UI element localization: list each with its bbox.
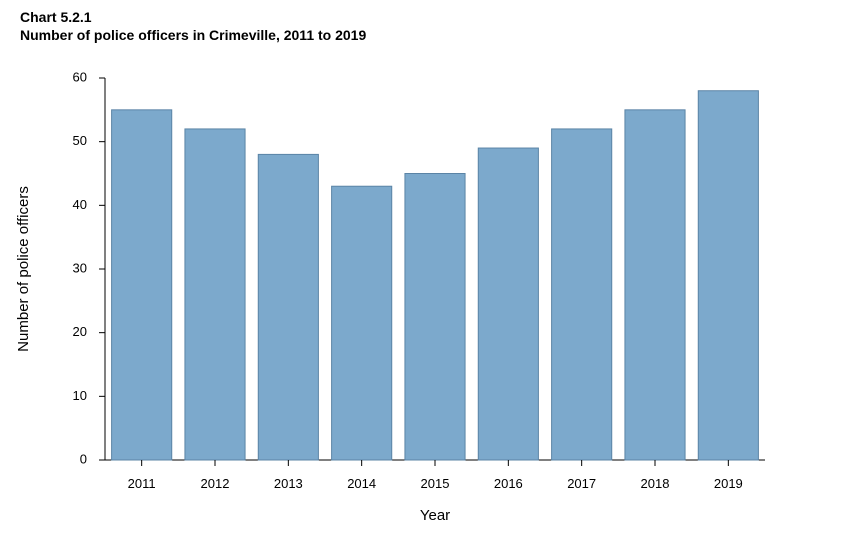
x-tick-label: 2013 (274, 476, 303, 491)
chart-title-line2: Number of police officers in Crimeville,… (20, 26, 366, 44)
y-tick-label: 0 (80, 451, 87, 466)
bar (258, 154, 318, 460)
y-tick-label: 30 (73, 260, 87, 275)
x-tick-label: 2011 (128, 476, 156, 491)
bar (112, 110, 172, 460)
x-tick-label: 2019 (714, 476, 743, 491)
bar (552, 129, 612, 460)
bar (478, 148, 538, 460)
x-tick-label: 2014 (347, 476, 376, 491)
y-tick-label: 20 (73, 324, 87, 339)
chart-area: 0 10 20 30 40 50 60 2011 2012 2013 2014 2015 2016 201… (0, 50, 780, 530)
y-tick-label: 10 (73, 388, 87, 403)
x-tick-label: 2015 (421, 476, 450, 491)
bar-chart-svg: 0 10 20 30 40 50 60 2011 2012 2013 2014 2015 2016 201… (0, 50, 780, 530)
y-tick-label: 60 (73, 69, 87, 84)
bar (332, 186, 392, 460)
chart-title-block: Chart 5.2.1 Number of police officers in… (20, 8, 366, 44)
bar (698, 91, 758, 460)
bar (625, 110, 685, 460)
x-tick-label: 2016 (494, 476, 523, 491)
page-root: Chart 5.2.1 Number of police officers in… (0, 0, 855, 535)
bar (185, 129, 245, 460)
chart-title-line1: Chart 5.2.1 (20, 8, 366, 26)
x-tick-label: 2017 (567, 476, 596, 491)
y-axis-title: Number of police officers (15, 186, 32, 352)
x-tick-label: 2018 (641, 476, 670, 491)
x-tick-label: 2012 (201, 476, 230, 491)
x-axis-title: Year (420, 507, 450, 524)
bar (405, 174, 465, 461)
y-tick-label: 40 (73, 197, 87, 212)
y-tick-label: 50 (73, 133, 87, 148)
